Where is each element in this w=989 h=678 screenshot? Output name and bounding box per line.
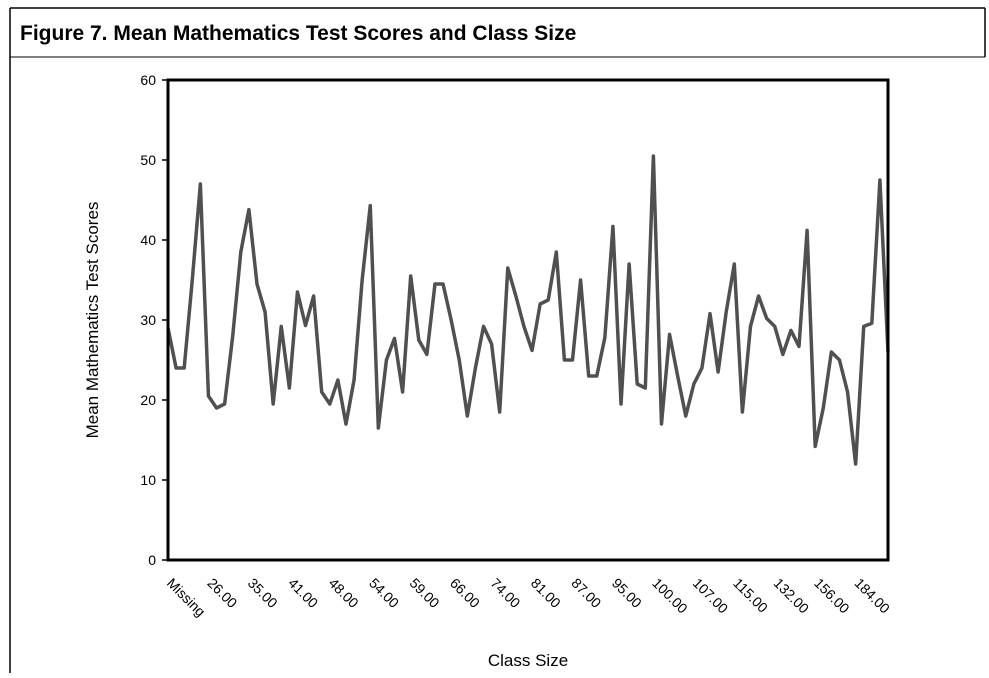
x-tick-label: Missing <box>164 575 209 620</box>
x-tick-label: 41.00 <box>285 575 321 611</box>
y-tick-label: 30 <box>140 312 156 328</box>
x-tick-label: 87.00 <box>568 575 604 611</box>
x-tick-label: 184.00 <box>852 575 894 617</box>
x-tick-label: 54.00 <box>366 575 402 611</box>
data-line <box>166 154 890 466</box>
plot-frame <box>166 78 890 562</box>
x-axis-label: Class Size <box>488 651 568 670</box>
x-tick-label: 132.00 <box>771 575 813 617</box>
y-axis-label: Mean Mathematics Test Scores <box>83 202 102 439</box>
x-tick-label: 156.00 <box>811 575 853 617</box>
x-tick-label: 59.00 <box>407 575 443 611</box>
x-tick-label: 95.00 <box>609 575 645 611</box>
x-tick-label: 66.00 <box>447 575 483 611</box>
y-tick-label: 10 <box>140 472 156 488</box>
y-tick-label: 50 <box>140 152 156 168</box>
x-tick-label: 26.00 <box>204 575 240 611</box>
x-tick-label: 35.00 <box>245 575 281 611</box>
x-tick-label: 100.00 <box>649 575 691 617</box>
x-tick-label: 81.00 <box>528 575 564 611</box>
y-tick-label: 20 <box>140 392 156 408</box>
chart-title: Figure 7. Mean Mathematics Test Scores a… <box>20 22 576 45</box>
x-tick-label: 48.00 <box>326 575 362 611</box>
x-tick-label: 115.00 <box>730 575 771 616</box>
y-tick-label: 0 <box>148 552 156 568</box>
x-tick-label: 107.00 <box>690 575 732 617</box>
x-tick-label: 74.00 <box>487 575 523 611</box>
y-tick-label: 40 <box>140 232 156 248</box>
y-tick-label: 60 <box>140 72 156 88</box>
